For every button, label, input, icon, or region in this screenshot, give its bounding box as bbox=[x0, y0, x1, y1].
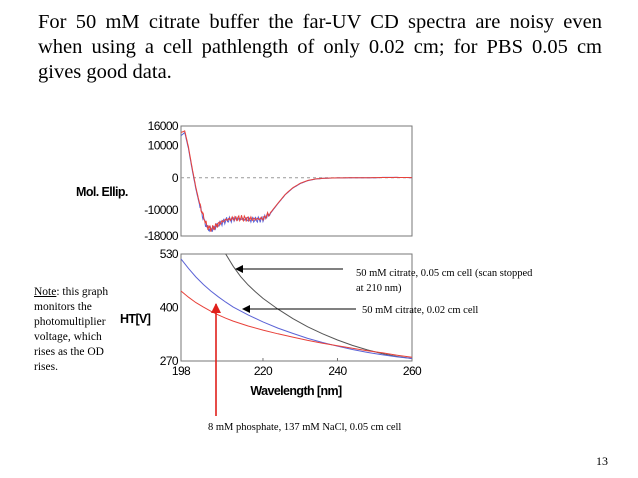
ht-series-line-red bbox=[180, 290, 413, 358]
slide-title: For 50 mM citrate buffer the far-UV CD s… bbox=[38, 11, 602, 83]
note-label: Note bbox=[34, 286, 57, 298]
black-annotation-line2: at 210 nm) bbox=[356, 283, 402, 294]
ht-x-tick-label: 198 bbox=[172, 364, 191, 378]
cd-y-tick-label: -10000 bbox=[144, 203, 179, 217]
ht-x-ticks: 198 220 240 260 bbox=[172, 358, 423, 378]
note-text-block: Note: this graph monitors the photomulti… bbox=[34, 285, 118, 375]
cd-series-line-red bbox=[180, 130, 412, 232]
cd-y-axis-label: Mol. Ellip. bbox=[76, 185, 128, 199]
red-annotation: 8 mM phosphate, 137 mM NaCl, 0.05 cm cel… bbox=[208, 422, 401, 433]
page-number: 13 bbox=[596, 454, 608, 468]
cd-y-tick-label: -18000 bbox=[144, 229, 179, 243]
note-body: : this graph monitors the photomultiplie… bbox=[34, 286, 109, 373]
ht-series bbox=[180, 253, 413, 359]
ht-series-line-blue bbox=[180, 258, 413, 359]
ht-x-tick-label: 260 bbox=[403, 364, 422, 378]
cd-y-tick-label: 10000 bbox=[148, 138, 179, 152]
black-annotation-line1: 50 mM citrate, 0.05 cm cell (scan stoppe… bbox=[356, 268, 533, 279]
ht-x-tick-label: 220 bbox=[254, 364, 273, 378]
cd-y-tick-label: 16000 bbox=[148, 119, 179, 133]
blue-annotation: 50 mM citrate, 0.02 cm cell bbox=[362, 305, 478, 316]
ht-y-axis-label: HT[V] bbox=[120, 312, 151, 326]
ht-x-axis-label: Wavelength [nm] bbox=[250, 384, 342, 398]
cd-y-tick-label: 0 bbox=[172, 171, 179, 185]
ht-y-tick-label: 530 bbox=[160, 247, 179, 261]
cd-plot-frame bbox=[180, 125, 413, 237]
ht-y-ticks: 530 400 270 bbox=[160, 247, 180, 368]
ht-y-tick-label: 400 bbox=[160, 301, 179, 315]
ht-y-tick-label: 270 bbox=[160, 354, 179, 368]
ht-x-tick-label: 240 bbox=[328, 364, 347, 378]
cd-series bbox=[180, 130, 412, 233]
